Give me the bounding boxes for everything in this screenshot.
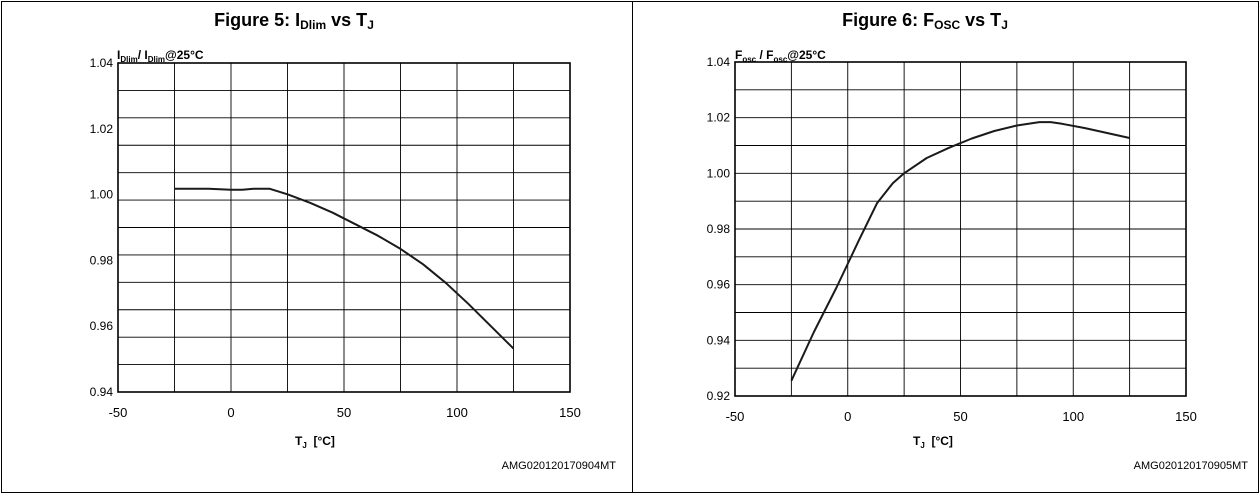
y-tick-label: 0.98 bbox=[90, 253, 114, 267]
y-tick-labels: 0.94 0.96 0.98 1.00 1.02 1.04 bbox=[90, 56, 114, 399]
y-tick-label: 0.96 bbox=[90, 319, 114, 333]
y-tick-label: 1.02 bbox=[90, 122, 114, 136]
x-tick-label: 100 bbox=[1062, 409, 1084, 424]
y-tick-label: 0.92 bbox=[707, 389, 731, 403]
grid-lines bbox=[118, 63, 570, 392]
y-axis-label: IDlim/ IDlim@25°C bbox=[117, 48, 204, 64]
y-tick-label: 0.96 bbox=[707, 278, 731, 292]
x-axis-label: TJ [°C] bbox=[295, 434, 335, 450]
x-tick-label: -50 bbox=[726, 409, 745, 424]
y-axis-label: Fosc / Fosc@25°C bbox=[735, 48, 826, 64]
series-line bbox=[174, 187, 515, 350]
y-tick-label: 1.04 bbox=[90, 56, 114, 70]
chart-panel-figure-6: Figure 6: FOSC vs TJ Fosc / Fosc@25°C 0.… bbox=[707, 10, 1249, 472]
plot-frame bbox=[117, 62, 571, 393]
x-tick-label: 0 bbox=[844, 409, 851, 424]
x-tick-label: 50 bbox=[337, 405, 351, 420]
figure-code: AMG020120170904MT bbox=[502, 460, 617, 472]
y-tick-label: 1.02 bbox=[707, 111, 731, 125]
figure-code: AMG020120170905MT bbox=[1134, 460, 1249, 472]
x-tick-label: 0 bbox=[227, 405, 234, 420]
chart-panel-figure-5: Figure 5: IDlim vs TJ IDlim/ IDlim@25°C … bbox=[90, 10, 617, 472]
chart-title: Figure 6: FOSC vs TJ bbox=[842, 10, 1008, 32]
y-tick-label: 1.00 bbox=[707, 166, 731, 180]
x-tick-label: -50 bbox=[109, 405, 128, 420]
grid-lines bbox=[735, 62, 1186, 396]
y-tick-label: 0.94 bbox=[707, 333, 731, 347]
x-tick-label: 150 bbox=[559, 405, 581, 420]
plot-frame bbox=[734, 61, 1187, 397]
y-tick-label: 1.04 bbox=[707, 55, 731, 69]
x-tick-label: 100 bbox=[446, 405, 468, 420]
series-line bbox=[790, 121, 1130, 382]
x-tick-labels: -50 0 50 100 150 bbox=[109, 405, 581, 420]
y-tick-label: 0.98 bbox=[707, 222, 731, 236]
y-tick-label: 0.94 bbox=[90, 385, 114, 399]
x-tick-label: 150 bbox=[1175, 409, 1197, 424]
x-tick-label: 50 bbox=[953, 409, 967, 424]
y-tick-label: 1.00 bbox=[90, 188, 114, 202]
x-axis-label: TJ [°C] bbox=[913, 434, 953, 450]
chart-title: Figure 5: IDlim vs TJ bbox=[214, 10, 374, 32]
y-tick-labels: 0.92 0.94 0.96 0.98 1.00 1.02 1.04 bbox=[707, 55, 731, 403]
x-tick-labels: -50 0 50 100 150 bbox=[726, 409, 1197, 424]
